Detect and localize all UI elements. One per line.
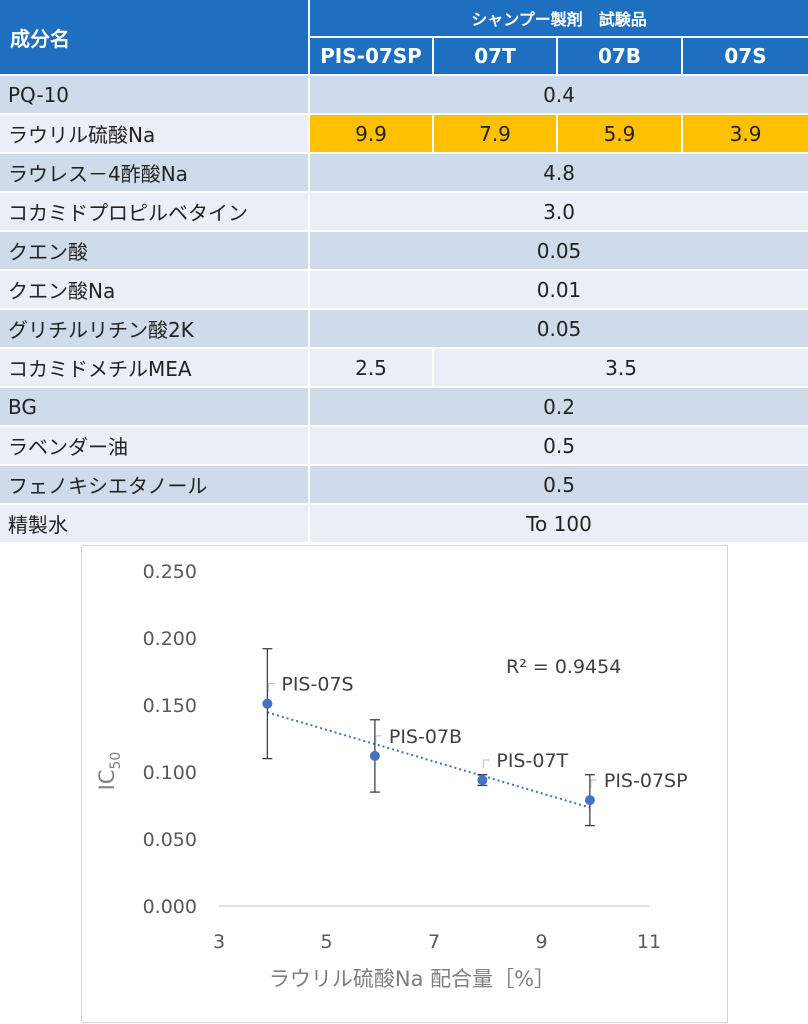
y-tick-label: 0.200 <box>143 628 197 650</box>
ingredient-value: 0.01 <box>307 269 808 309</box>
column-header: 07S <box>680 37 808 75</box>
point-label: PIS-07SP <box>604 770 688 792</box>
table-row: BG 0.2 <box>0 386 808 426</box>
data-points <box>262 698 595 806</box>
point-label: PIS-07T <box>496 750 568 772</box>
ingredient-name: ラウレス－4酢酸Na <box>0 152 309 192</box>
ingredient-value: 5.9 <box>556 113 682 153</box>
ingredient-value: 0.5 <box>307 464 808 504</box>
column-header: PIS-07SP <box>308 37 433 75</box>
data-point <box>262 698 273 709</box>
table-row: グリチルリチン酸2K 0.05 <box>0 308 808 348</box>
point-label: PIS-07S <box>281 674 353 696</box>
table-row: コカミドプロピルベタイン 3.0 <box>0 191 808 231</box>
y-axis-title-sub: 50 <box>108 752 124 770</box>
test-product-group-header: シャンプー製剤 試験品 <box>309 0 808 38</box>
data-point <box>369 750 380 761</box>
ingredient-value: 3.0 <box>307 191 808 231</box>
label-leader <box>590 779 597 789</box>
table-row: PQ-10 0.4 <box>0 74 808 114</box>
data-point <box>584 795 595 806</box>
x-tick-label: 5 <box>320 931 332 953</box>
table-row: 精製水 To 100 <box>0 503 808 542</box>
x-axis-ticks: 3 5 7 9 11 <box>213 931 661 953</box>
x-tick-label: 3 <box>213 931 225 953</box>
ingredient-value: 2.5 <box>308 347 433 387</box>
ingredient-name: ラベンダー油 <box>0 425 309 465</box>
ingredient-name: グリチルリチン酸2K <box>0 308 309 348</box>
ingredient-name: コカミドメチルMEA <box>0 347 309 387</box>
ingredient-value: 7.9 <box>432 113 557 153</box>
ingredient-name: PQ-10 <box>0 74 309 114</box>
label-leader <box>267 683 275 692</box>
y-tick-label: 0.150 <box>143 695 197 717</box>
data-point <box>477 775 488 786</box>
label-leader <box>375 735 382 744</box>
y-tick-label: 0.050 <box>143 829 197 851</box>
ingredient-value: 3.9 <box>680 113 808 153</box>
x-tick-label: 11 <box>637 931 661 953</box>
table-row: クエン酸Na 0.01 <box>0 269 808 309</box>
ingredient-table: 成分名 シャンプー製剤 試験品 PIS-07SP 07T 07B 07S PQ-… <box>0 0 808 542</box>
table-row: コカミドメチルMEA 2.5 3.5 <box>0 347 808 387</box>
ingredient-value: 3.5 <box>431 347 808 387</box>
ingredient-name: コカミドプロピルベタイン <box>0 191 309 231</box>
table-row: クエン酸 0.05 <box>0 230 808 270</box>
point-labels: PIS-07S PIS-07B PIS-07T PIS-07SP <box>267 674 688 792</box>
column-header: 07B <box>556 37 682 75</box>
table-row: フェノキシエタノール 0.5 <box>0 464 808 504</box>
y-axis-ticks: 0.000 0.050 0.100 0.150 0.200 0.250 <box>143 561 197 918</box>
svg-text:IC50: IC50 <box>95 752 124 791</box>
ic50-chart: 0.000 0.050 0.100 0.150 0.200 0.250 3 5 7 9 11 PI… <box>81 545 728 1023</box>
y-axis-title: IC50 <box>95 752 124 791</box>
y-tick-label: 0.000 <box>143 896 197 918</box>
x-axis-title: ラウリル硫酸Na 配合量［%］ <box>269 967 555 991</box>
y-tick-label: 0.250 <box>143 561 197 583</box>
ingredient-name-header: 成分名 <box>0 0 310 75</box>
chart-svg: 0.000 0.050 0.100 0.150 0.200 0.250 3 5 7 9 11 PI… <box>95 561 688 991</box>
table-row: ラウレス－4酢酸Na 4.8 <box>0 152 808 192</box>
ingredient-value: 4.8 <box>307 152 808 192</box>
y-axis-title-main: IC <box>95 769 119 790</box>
r-squared-label: R² = 0.9454 <box>506 656 621 678</box>
ingredient-name: ラウリル硫酸Na <box>0 113 309 153</box>
column-header: 07T <box>432 37 557 75</box>
x-tick-label: 9 <box>535 931 547 953</box>
y-tick-label: 0.100 <box>143 762 197 784</box>
ingredient-value: 0.2 <box>307 386 808 426</box>
x-tick-label: 7 <box>428 931 440 953</box>
ingredient-name: 精製水 <box>0 503 309 542</box>
ingredient-name: BG <box>0 386 309 426</box>
point-label: PIS-07B <box>389 726 462 748</box>
table-row: ラベンダー油 0.5 <box>0 425 808 465</box>
trendline <box>267 711 591 809</box>
ingredient-name: クエン酸Na <box>0 269 309 309</box>
table-row: ラウリル硫酸Na 9.9 7.9 5.9 3.9 <box>0 113 808 153</box>
ingredient-value: 0.5 <box>307 425 808 465</box>
ingredient-name: フェノキシエタノール <box>0 464 309 504</box>
label-leader <box>482 759 490 769</box>
ingredient-value: 0.05 <box>307 230 808 270</box>
ingredient-name: クエン酸 <box>0 230 309 270</box>
ingredient-value: 0.4 <box>307 74 808 114</box>
ingredient-value: 0.05 <box>307 308 808 348</box>
ingredient-value: 9.9 <box>308 113 433 153</box>
ingredient-value: To 100 <box>307 503 808 542</box>
